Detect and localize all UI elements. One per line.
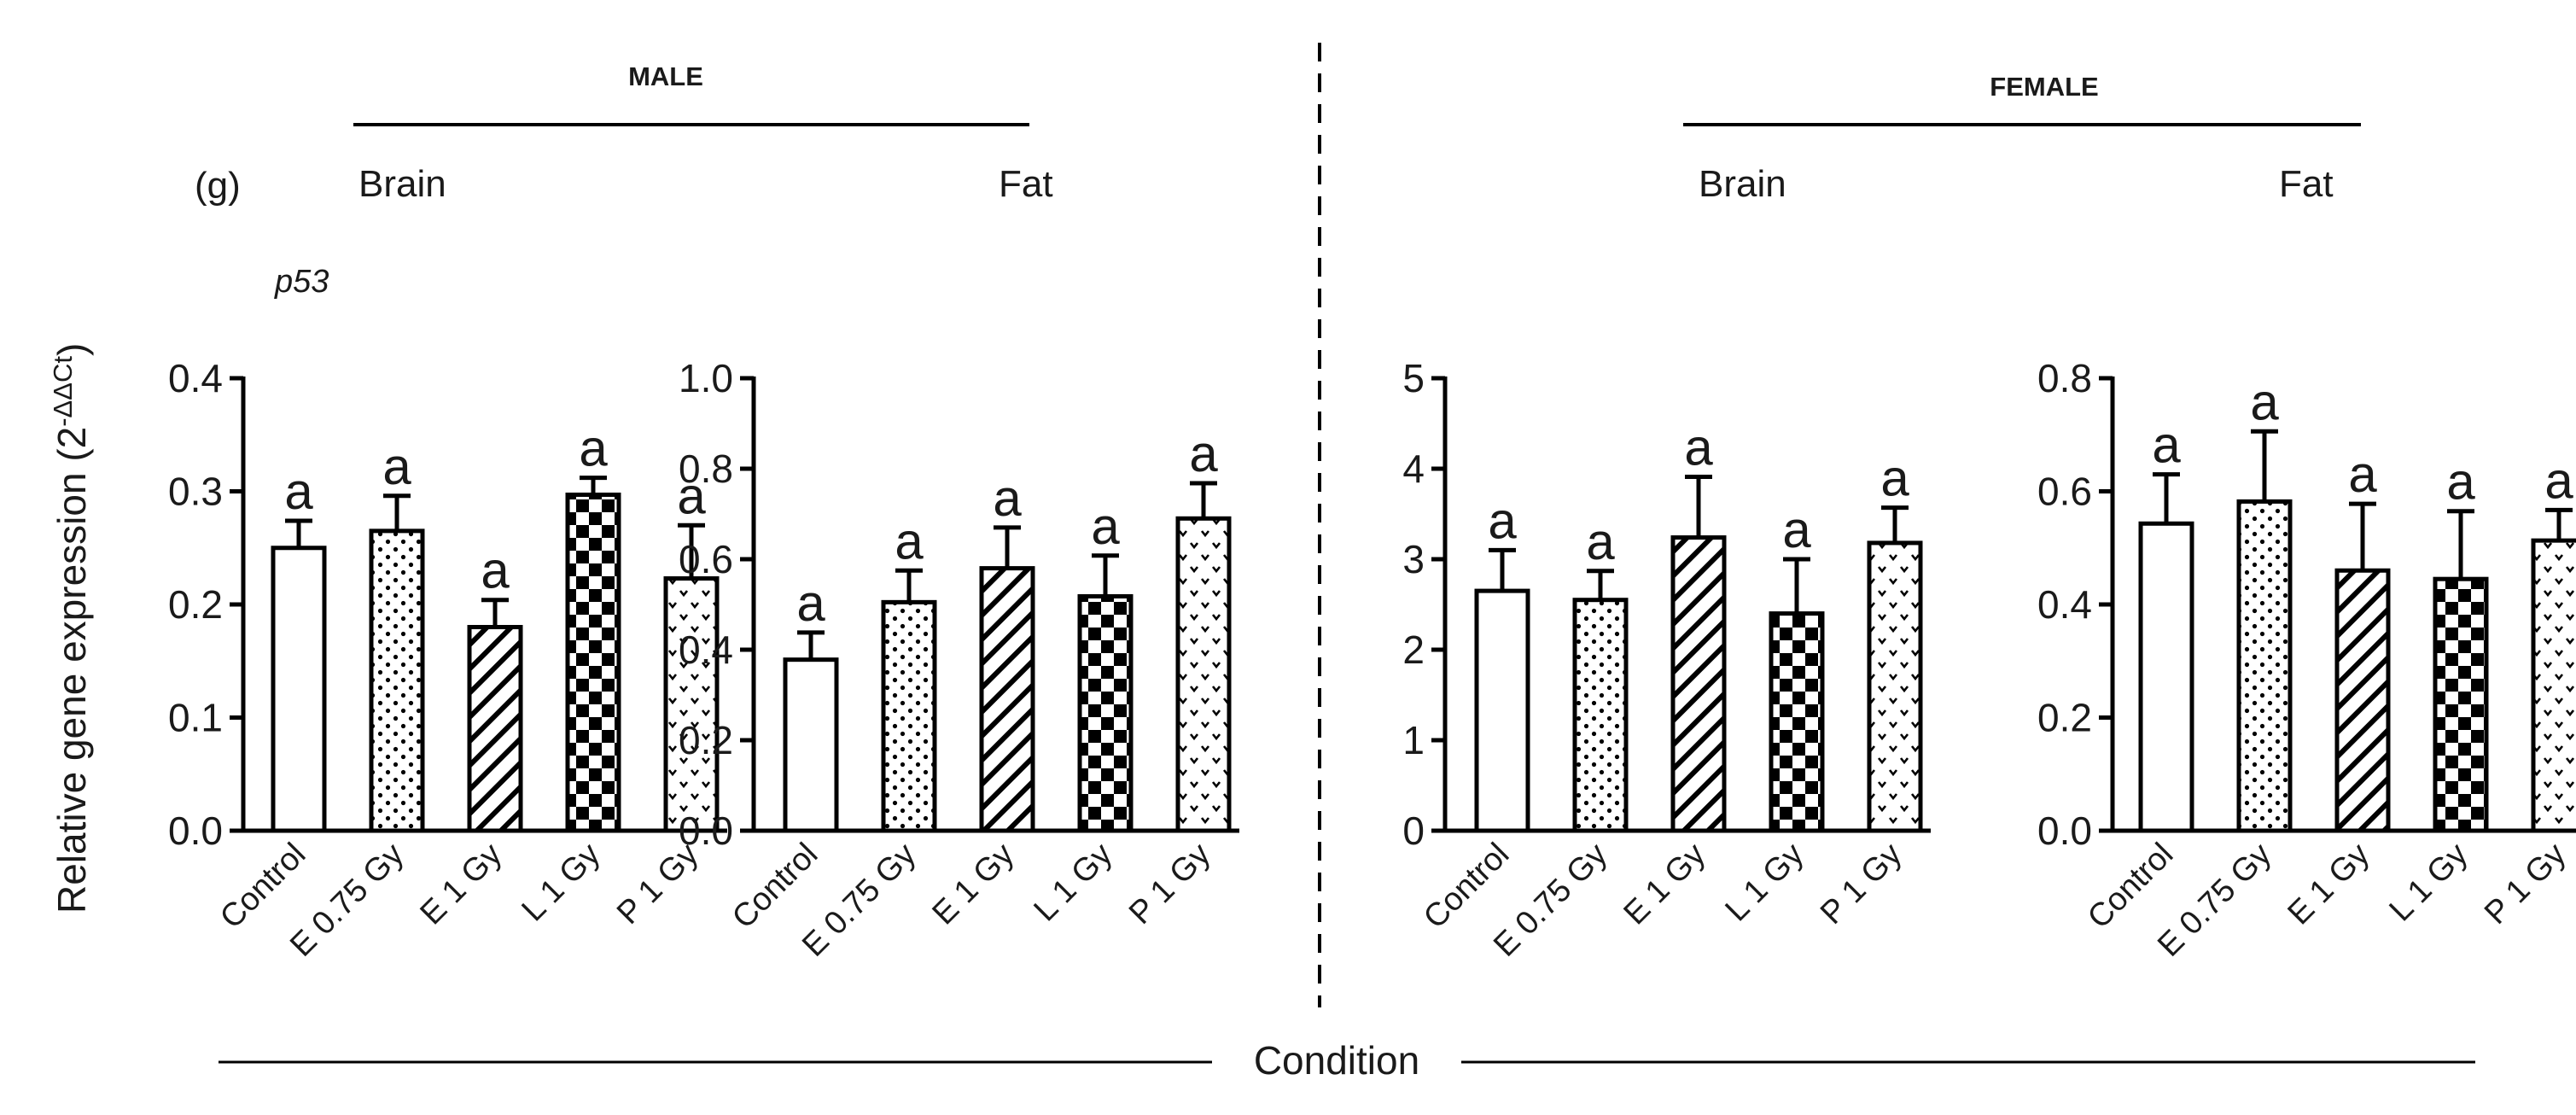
y-tick-label: 0.0 [679, 809, 733, 853]
y-tick-label: 0.2 [679, 718, 733, 762]
chart-title: Fat [2279, 163, 2334, 205]
bar [467, 625, 523, 833]
chart-title: Brain [358, 163, 446, 205]
significance-letter: a [993, 470, 1022, 527]
x-tick-label: L 1 Gy [1028, 837, 1120, 929]
y-tick-label: 0.4 [168, 356, 223, 400]
significance-letter: a [677, 467, 706, 524]
x-tick-label: L 1 Gy [516, 837, 608, 929]
significance-letter: a [1488, 492, 1517, 549]
y-tick-label: 0.8 [679, 447, 733, 491]
chart-title: Fat [999, 163, 1053, 205]
male-group-label: MALE [628, 61, 703, 91]
bar [565, 492, 621, 833]
y-axis-superscript: -ΔΔCt [48, 356, 78, 427]
bar [2531, 538, 2576, 833]
y-tick-label: 3 [1402, 537, 1425, 581]
x-tick-label: Control [726, 837, 825, 936]
y-tick-label: 1.0 [679, 356, 733, 400]
y-tick-label: 0.6 [679, 537, 733, 581]
y-axis-title: Relative gene expression (2-ΔΔCt) [48, 343, 94, 914]
significance-letter: a [1586, 513, 1615, 570]
x-tick-label: E 1 Gy [1617, 837, 1713, 932]
x-tick-label: P 1 Gy [1814, 837, 1909, 931]
x-tick-label: E 1 Gy [414, 837, 510, 932]
significance-letter: a [796, 575, 825, 632]
significance-letter: a [579, 420, 608, 477]
y-tick-label: 0.4 [2037, 582, 2092, 627]
bar [271, 546, 327, 833]
y-tick-label: 0.8 [2037, 356, 2092, 400]
significance-letter: a [2152, 417, 2181, 474]
y-tick-label: 0.3 [168, 470, 223, 514]
x-tick-label: P 1 Gy [2478, 837, 2573, 931]
bar [2138, 521, 2194, 833]
bar [369, 528, 425, 833]
bar [1077, 593, 1134, 833]
y-tick-label: 0.0 [168, 809, 223, 853]
significance-letter: a [2544, 452, 2573, 509]
bar [663, 576, 720, 833]
gene-label: p53 [274, 264, 329, 300]
x-tick-label: Control [1417, 837, 1516, 936]
significance-letter: a [2250, 373, 2279, 430]
significance-letter: a [1880, 450, 1909, 507]
bar [2433, 576, 2489, 833]
x-tick-label: E 1 Gy [2282, 837, 2377, 932]
significance-letter: a [895, 512, 924, 569]
bar [1670, 535, 1727, 833]
significance-letter: a [1684, 419, 1713, 476]
bar [1769, 611, 1825, 833]
svg-text:Relative gene expression (2-ΔΔ: Relative gene expression (2-ΔΔCt) [48, 343, 94, 914]
significance-letter: a [481, 542, 510, 599]
y-tick-label: 2 [1402, 628, 1425, 672]
y-axis-label: Relative gene expression (2 [50, 427, 94, 914]
y-tick-label: 5 [1402, 356, 1425, 400]
significance-letter: a [284, 463, 313, 520]
y-tick-label: 0.2 [168, 582, 223, 627]
y-tick-label: 0.0 [2037, 809, 2092, 853]
x-tick-label: P 1 Gy [1122, 837, 1217, 931]
x-tick-label: L 1 Gy [2383, 837, 2475, 929]
bar [1175, 516, 1232, 833]
panel-label: (g) [195, 165, 241, 207]
y-axis-label-close: ) [50, 343, 94, 356]
y-tick-label: 1 [1402, 718, 1425, 762]
chart-title: Brain [1699, 163, 1786, 205]
x-tick-label: L 1 Gy [1719, 837, 1811, 929]
y-tick-label: 0.6 [2037, 470, 2092, 514]
y-tick-label: 0.4 [679, 628, 733, 672]
bar [783, 657, 839, 833]
bar [1572, 598, 1629, 833]
x-tick-label: Control [213, 837, 312, 936]
significance-letter: a [382, 438, 411, 495]
significance-letter: a [1091, 498, 1120, 555]
y-tick-label: 4 [1402, 447, 1425, 491]
y-tick-label: 0 [1402, 809, 1425, 853]
bar [881, 599, 937, 833]
female-group-label: FEMALE [1990, 72, 2098, 102]
x-tick-label: Control [2081, 837, 2180, 936]
significance-letter: a [2348, 446, 2377, 503]
y-tick-label: 0.1 [168, 696, 223, 740]
bar [979, 566, 1035, 833]
significance-letter: a [2446, 453, 2475, 511]
x-tick-label: E 1 Gy [926, 837, 1022, 932]
significance-letter: a [1189, 425, 1218, 482]
bar [1867, 540, 1923, 833]
bar [1474, 588, 1530, 833]
bar [2334, 568, 2391, 833]
significance-letter: a [1782, 501, 1811, 558]
x-axis-title: Condition [1254, 1038, 1419, 1083]
y-tick-label: 0.2 [2037, 696, 2092, 740]
bar [2236, 499, 2293, 833]
